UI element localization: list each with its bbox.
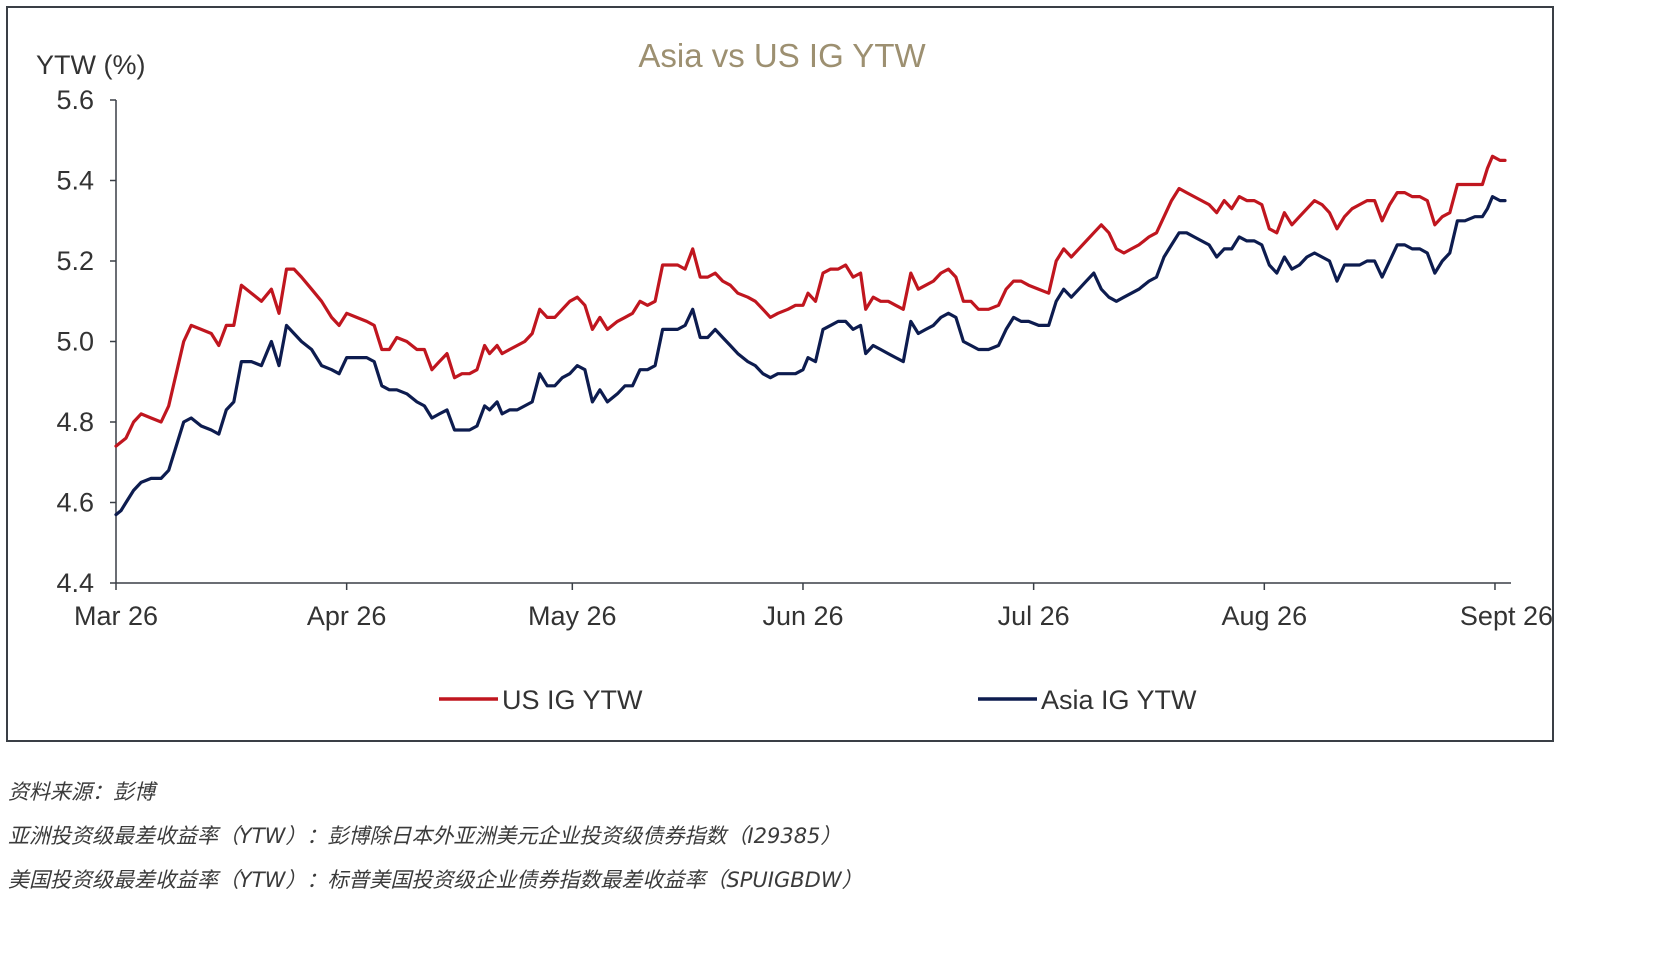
x-tick-label: Jul 26	[998, 601, 1070, 631]
series-line-us-ig-ytw	[114, 154, 1507, 448]
y-tick-label: 5.2	[56, 246, 94, 276]
chart-title: Asia vs US IG YTW	[638, 37, 926, 74]
y-tick-label: 4.8	[56, 407, 94, 437]
axes: 4.4 4.6 4.8 5.0 5.2 5.4 5.6 Mar 26 Apr 26 May 26 J…	[56, 85, 1553, 631]
y-tick-label: 5.4	[56, 166, 94, 196]
y-tick-label: 5.0	[56, 327, 94, 357]
legend-item-asia-ig-ytw: Asia IG YTW	[978, 685, 1197, 715]
legend-label: Asia IG YTW	[1041, 685, 1197, 715]
series-line-asia-ig-ytw	[114, 195, 1507, 517]
y-tick-label: 4.6	[56, 488, 94, 518]
y-axis-label: YTW (%)	[36, 50, 145, 80]
x-tick-label: Aug 26	[1222, 601, 1308, 631]
x-tick-label: Sept 26	[1460, 601, 1553, 631]
line-chart: Asia vs US IG YTW YTW (%) 4.4 4.6 4.8 5.0 5.…	[36, 37, 1553, 715]
y-tick-label: 4.4	[56, 568, 94, 598]
legend: US IG YTW Asia IG YTW	[439, 685, 1197, 715]
x-tick-label: Apr 26	[307, 601, 387, 631]
legend-item-us-ig-ytw: US IG YTW	[439, 685, 643, 715]
asia-definition-note: 亚洲投资级最差收益率（YTW）：彭博除日本外亚洲美元企业投资级债券指数（I293…	[8, 824, 842, 848]
us-definition-note: 美国投资级最差收益率（YTW）：标普美国投资级企业债券指数最差收益率（SPUIG…	[8, 868, 863, 892]
x-tick-label: Jun 26	[762, 601, 843, 631]
x-tick-label: May 26	[528, 601, 617, 631]
source-note: 资料来源：彭博	[8, 780, 155, 804]
y-tick-label: 5.6	[56, 85, 94, 115]
x-tick-label: Mar 26	[74, 601, 158, 631]
chart-frame: Asia vs US IG YTW YTW (%) 4.4 4.6 4.8 5.0 5.…	[6, 6, 1554, 742]
legend-label: US IG YTW	[502, 685, 643, 715]
series-layer	[114, 154, 1507, 517]
